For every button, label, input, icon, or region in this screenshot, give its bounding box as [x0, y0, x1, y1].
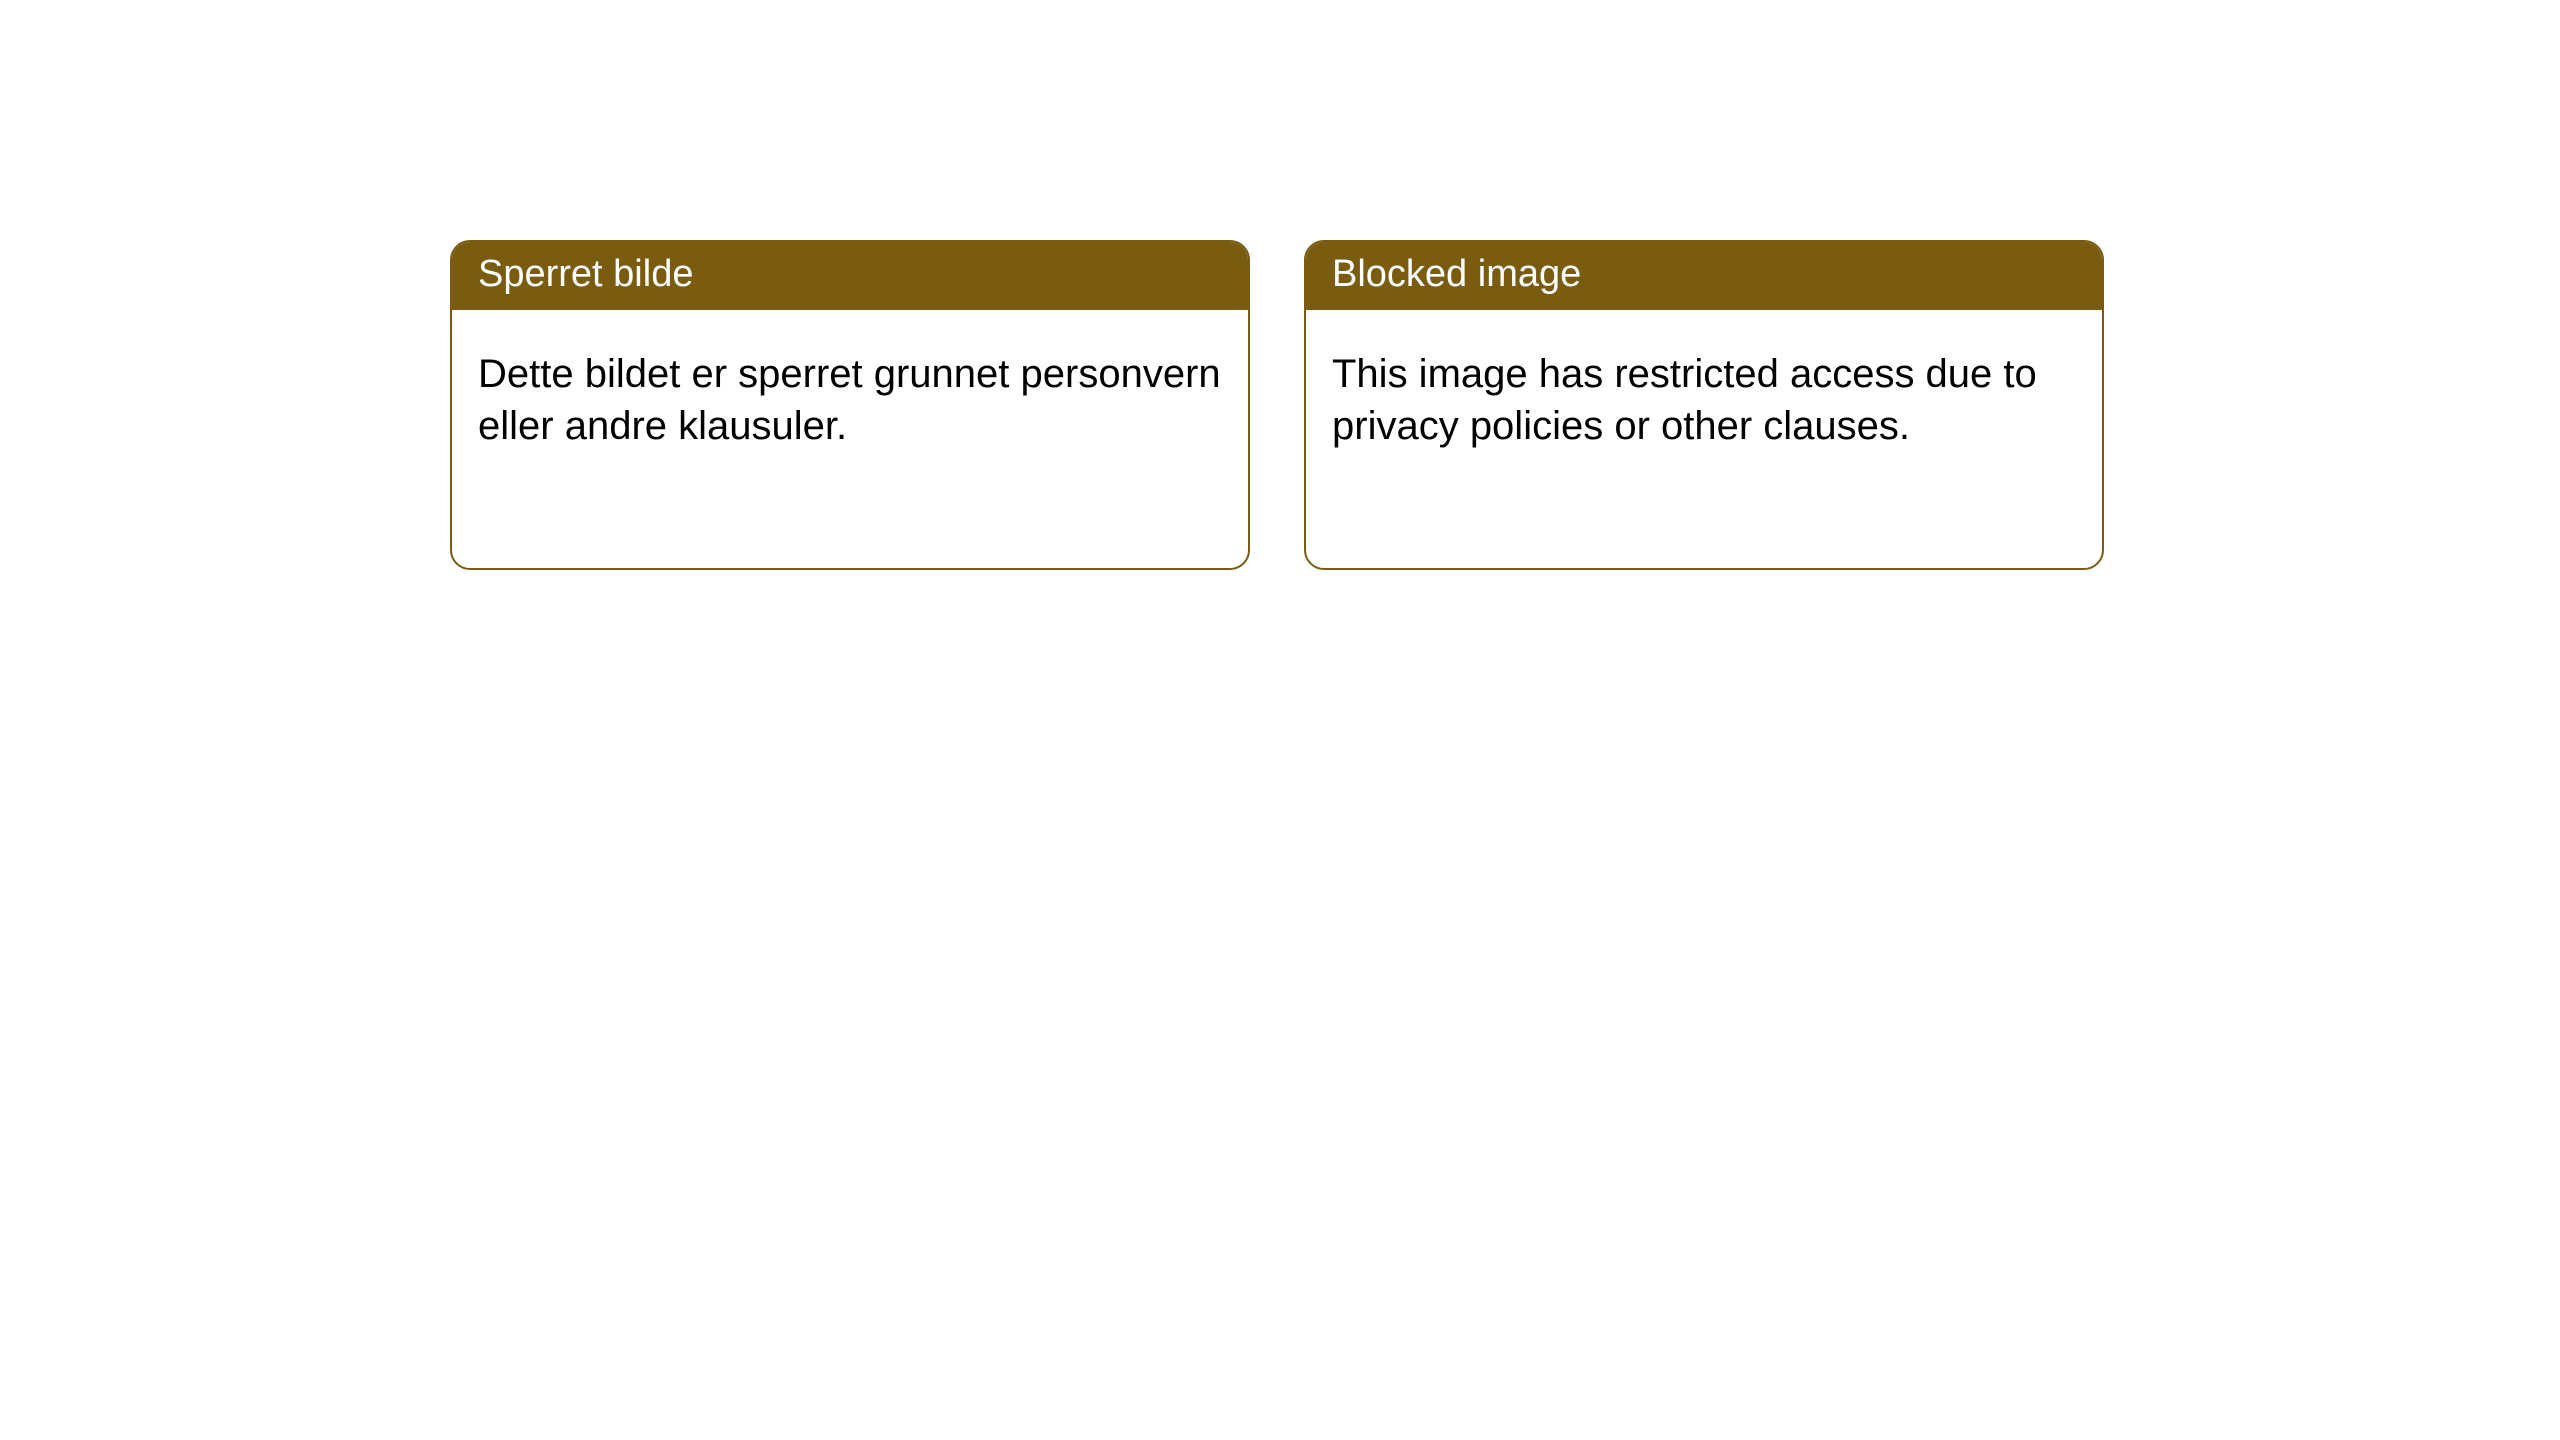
notice-header: Sperret bilde [452, 242, 1248, 310]
notice-header: Blocked image [1306, 242, 2102, 310]
notice-card-norwegian: Sperret bilde Dette bildet er sperret gr… [450, 240, 1250, 570]
notice-container: Sperret bilde Dette bildet er sperret gr… [0, 0, 2560, 570]
notice-body: Dette bildet er sperret grunnet personve… [452, 310, 1248, 478]
notice-card-english: Blocked image This image has restricted … [1304, 240, 2104, 570]
notice-body: This image has restricted access due to … [1306, 310, 2102, 478]
